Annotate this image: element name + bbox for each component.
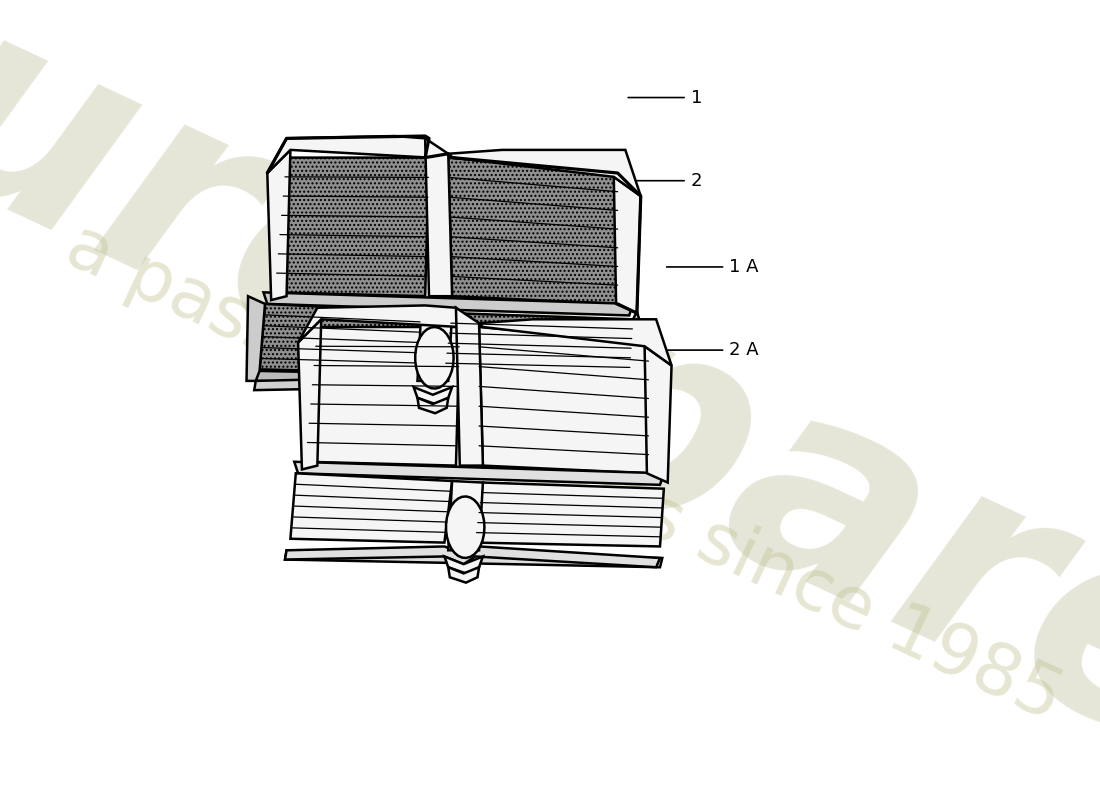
Polygon shape [614, 177, 640, 313]
Polygon shape [267, 136, 429, 173]
Polygon shape [267, 150, 290, 300]
Polygon shape [629, 311, 639, 396]
Polygon shape [449, 567, 480, 582]
Polygon shape [418, 398, 449, 414]
Polygon shape [425, 138, 452, 296]
Polygon shape [264, 292, 634, 315]
Polygon shape [449, 158, 618, 304]
Polygon shape [260, 304, 421, 373]
Polygon shape [480, 327, 649, 474]
Polygon shape [246, 296, 265, 381]
Text: 2 A: 2 A [729, 341, 759, 359]
Polygon shape [285, 546, 660, 567]
Text: 1 A: 1 A [729, 258, 759, 276]
Text: 2: 2 [691, 172, 702, 190]
Polygon shape [449, 481, 483, 550]
Polygon shape [295, 462, 664, 485]
Polygon shape [298, 319, 321, 470]
Polygon shape [645, 346, 671, 482]
Polygon shape [254, 377, 629, 398]
Polygon shape [416, 327, 453, 389]
Polygon shape [418, 311, 452, 381]
Polygon shape [444, 313, 634, 377]
Polygon shape [449, 150, 640, 196]
Polygon shape [447, 497, 484, 558]
Polygon shape [455, 308, 483, 466]
Polygon shape [255, 371, 631, 389]
Polygon shape [290, 474, 452, 542]
Text: 1: 1 [691, 89, 702, 106]
Polygon shape [444, 557, 483, 574]
Polygon shape [285, 550, 662, 567]
Polygon shape [475, 482, 664, 546]
Polygon shape [275, 158, 429, 296]
Polygon shape [480, 319, 671, 366]
Text: a passion for parts since 1985: a passion for parts since 1985 [55, 211, 1072, 735]
Polygon shape [298, 306, 460, 342]
Polygon shape [414, 387, 452, 404]
Polygon shape [306, 327, 460, 466]
